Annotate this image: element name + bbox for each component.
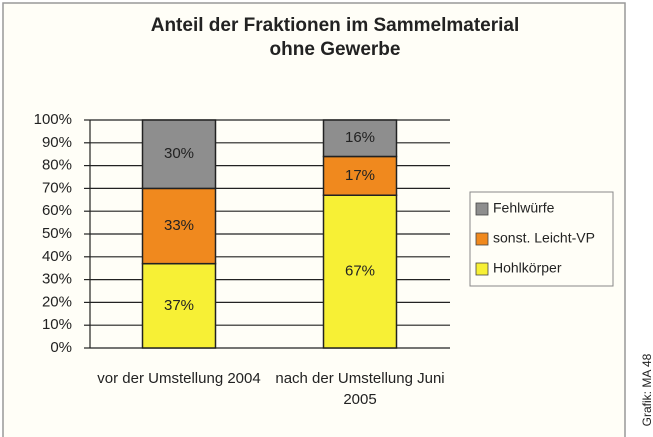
y-tick-label: 10% [42,316,72,333]
y-tick-label: 0% [50,339,72,356]
bar-segment [141,262,217,349]
data-label: 67% [345,263,375,280]
data-label: 30% [164,145,194,162]
bar-segment [322,155,398,196]
legend-label: Hohlkörper [493,260,562,276]
y-tick-label: 20% [42,293,72,310]
bar-segment [322,194,398,349]
bar-segment [322,119,398,158]
legend-label: sonst. Leicht-VP [493,230,595,246]
y-tick-label: 40% [42,248,72,265]
y-tick-label: 30% [42,271,72,288]
data-label: 17% [345,167,375,184]
y-tick-label: 70% [42,179,72,196]
y-tick-label: 50% [42,225,72,242]
chart-title: Anteil der Fraktionen im Sammelmaterial … [150,15,520,60]
legend-swatch [475,262,489,276]
x-tick-label: vor der Umstellung 2004 [97,370,261,387]
y-tick-label: 100% [34,111,72,128]
data-label: 16% [345,129,375,146]
legend-label: Fehlwürfe [493,200,555,216]
data-label: 33% [164,217,194,234]
bar-segment [141,187,217,265]
y-tick-label: 60% [42,202,72,219]
source-note: Grafik: MA 48 [640,353,653,426]
y-tick-label: 80% [42,157,72,174]
legend-swatch [475,232,489,246]
x-tick-label: nach der Umstellung Juni 2005 [275,370,445,408]
y-tick-label: 90% [42,134,72,151]
legend-swatch [475,202,489,216]
bar-segment [141,119,217,190]
legend-box [469,191,614,287]
data-label: 37% [164,297,194,314]
